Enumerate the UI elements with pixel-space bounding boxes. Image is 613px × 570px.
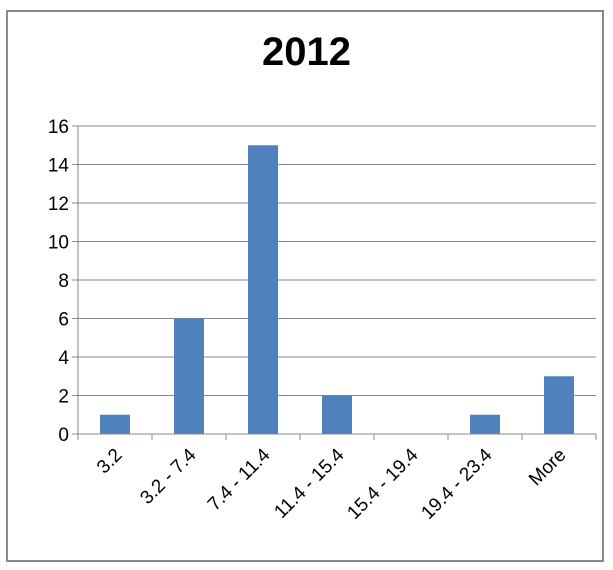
- bar-5: [470, 414, 500, 434]
- bar-3: [322, 395, 352, 434]
- bar-0: [100, 414, 130, 434]
- y-tick-label: 0: [58, 425, 69, 446]
- bars: [100, 145, 574, 434]
- y-tick-labels: 0 2 4 6 8 10 12 14 16: [48, 117, 70, 446]
- chart-title: 2012: [262, 30, 351, 74]
- y-tick-label: 12: [48, 194, 69, 215]
- y-tick-label: 2: [58, 387, 69, 408]
- x-tick-labels: 3.2 3.2 - 7.4 7.4 - 11.411.4 - 15.415.4 - …: [93, 444, 571, 523]
- x-tick-label: 3.2: [93, 445, 127, 479]
- axes: [72, 125, 597, 440]
- x-tick-label: 7.4 - 11.4: [204, 444, 275, 515]
- chart-frame: [6, 10, 604, 562]
- y-tick-label: 10: [48, 233, 69, 254]
- y-tick-label: 4: [58, 348, 69, 369]
- bar-1: [174, 318, 204, 434]
- gridlines: [78, 125, 596, 396]
- y-tick-label: 14: [48, 156, 70, 177]
- x-tick-label: 11.4 - 15.4: [270, 444, 348, 522]
- x-tick-label: 19.4 - 23.4: [417, 444, 496, 523]
- bar-6: [544, 376, 574, 434]
- bar-2: [248, 145, 278, 434]
- x-tick-label: 3.2 - 7.4: [136, 444, 200, 508]
- x-tick-label: More: [525, 445, 570, 490]
- x-tick-label: 15.4 - 19.4: [343, 444, 422, 523]
- y-tick-label: 16: [48, 117, 69, 138]
- y-tick-label: 6: [58, 310, 69, 331]
- y-tick-label: 8: [58, 271, 69, 292]
